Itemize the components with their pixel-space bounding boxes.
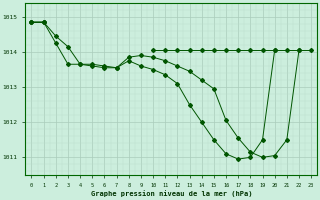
X-axis label: Graphe pression niveau de la mer (hPa): Graphe pression niveau de la mer (hPa) <box>91 190 252 197</box>
